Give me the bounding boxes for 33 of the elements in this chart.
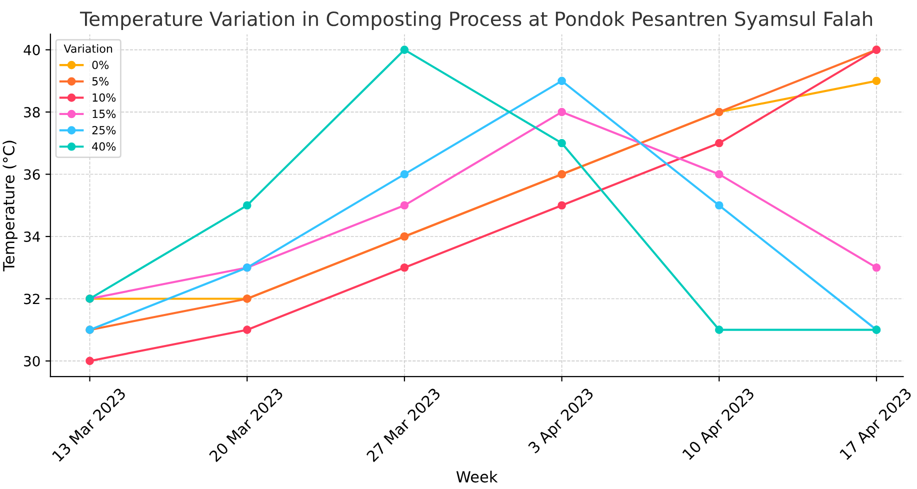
point: [714, 138, 724, 148]
legend-title: Variation: [64, 44, 112, 53]
point: [558, 76, 566, 86]
point: [872, 76, 881, 86]
legend-label: 0%: [92, 60, 109, 70]
chart-title: Temperature Variation in Composting Process at Pondok Pesantren Syamsul Falah: [80, 11, 872, 30]
y-tick-label: 30: [24, 356, 40, 366]
y-tick-label: 32: [24, 294, 40, 304]
legend-label: 25%: [92, 126, 116, 134]
point: [400, 170, 409, 178]
point: [714, 170, 724, 178]
y-tick-label: 34: [24, 231, 40, 242]
y-axis-title: Temperature (°C): [2, 140, 18, 272]
point: [242, 201, 252, 210]
point: [558, 138, 566, 148]
legend-label: 10%: [92, 93, 116, 102]
point: [714, 201, 724, 210]
legend-label: 40%: [92, 142, 116, 151]
point: [400, 263, 409, 272]
legend-label: 15%: [92, 110, 116, 118]
point: [86, 356, 94, 366]
x-axis-title: Week: [456, 470, 498, 483]
point: [242, 326, 252, 334]
point: [558, 201, 566, 210]
y-tick-label: 38: [24, 106, 40, 118]
legend-label: 5%: [92, 77, 109, 86]
y-tick-label: 36: [24, 169, 40, 180]
point: [872, 263, 881, 272]
y-tick-label: 40: [24, 44, 40, 56]
point: [400, 46, 409, 54]
point: [714, 326, 724, 334]
point: [400, 201, 409, 210]
point: [558, 108, 566, 116]
